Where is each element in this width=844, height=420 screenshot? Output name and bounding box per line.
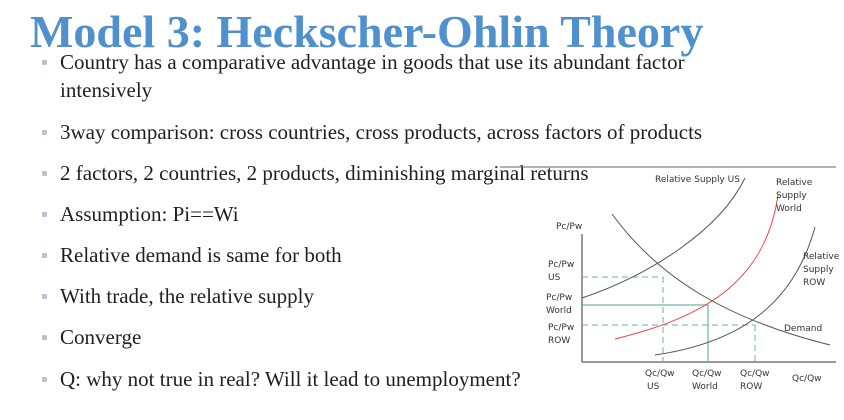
bullet-item: Country has a comparative advantage in g… [42,48,685,104]
bullet-marker [42,212,47,217]
bullet-item: 3way comparison: cross countries, cross … [42,118,702,146]
relative-demand-curve [611,213,831,346]
bullet-item: Q: why not true in real? Will it lead to… [42,365,521,393]
relative-supply-us-curve [581,177,746,299]
x-tick-world-line1: Qc/Qw [692,369,722,379]
label-relative-supply-us: Relative Supply US [655,175,740,185]
bullet-text: Relative demand is same for both [60,243,342,267]
y-tick-world-line2: World [546,306,572,316]
x-tick-row-line1: Qc/Qw [740,369,770,379]
x-tick-us-line2: US [647,382,660,392]
bullet-marker [42,60,47,65]
bullet-marker [42,171,47,176]
label-demand: Demand [784,324,822,334]
bullet-marker [42,294,47,299]
bullet-marker [42,130,47,135]
x-tick-us-line1: Qc/Qw [645,369,675,379]
y-axis-label: Pc/Pw [556,222,582,232]
bullet-marker [42,335,47,340]
label-relative-supply-row-line1: Relative [803,252,840,262]
bullet-marker [42,253,47,258]
bullet-text: With trade, the relative supply [60,284,314,308]
label-relative-supply-world-line2: Supply [776,191,807,201]
x-axis-label: Qc/Qw [792,374,822,384]
bullet-item: Relative demand is same for both [42,241,342,269]
relative-supply-row-curve [654,226,816,356]
label-relative-supply-world-line3: World [776,204,802,214]
guide-lines-world [582,304,709,362]
bullet-text: Assumption: Pi==Wi [60,202,239,226]
bullet-item: With trade, the relative supply [42,282,314,310]
bullet-item: 2 factors, 2 countries, 2 products, dimi… [42,159,589,187]
y-tick-row-line1: Pc/Pw [548,323,574,333]
guide-lines [582,276,756,362]
label-relative-supply-row-line3: ROW [803,278,825,288]
bullet-text: Q: why not true in real? Will it lead to… [60,367,521,391]
x-tick-row-line2: ROW [740,382,762,392]
bullet-text: Converge [60,325,142,349]
bullet-text-continued: intensively [60,78,153,102]
bullet-text: Country has a comparative advantage in g… [60,50,685,74]
label-relative-supply-world-line1: Relative [776,178,813,188]
bullet-marker [42,377,47,382]
bullet-item: Assumption: Pi==Wi [42,200,239,228]
y-tick-us-line1: Pc/Pw [548,260,574,270]
bullet-text: 3way comparison: cross countries, cross … [60,120,703,144]
slide-title: Model 3: Heckscher-Ohlin Theory [30,6,704,57]
bullet-item: Converge [42,323,141,351]
label-relative-supply-row-line2: Supply [803,265,834,275]
y-tick-row-line2: ROW [548,336,570,346]
y-tick-us-line2: US [548,273,561,283]
y-tick-world-line1: Pc/Pw [546,293,572,303]
x-tick-world-line2: World [692,382,718,392]
relative-supply-world-curve [614,194,779,340]
bullet-text: 2 factors, 2 countries, 2 products, dimi… [60,161,589,185]
